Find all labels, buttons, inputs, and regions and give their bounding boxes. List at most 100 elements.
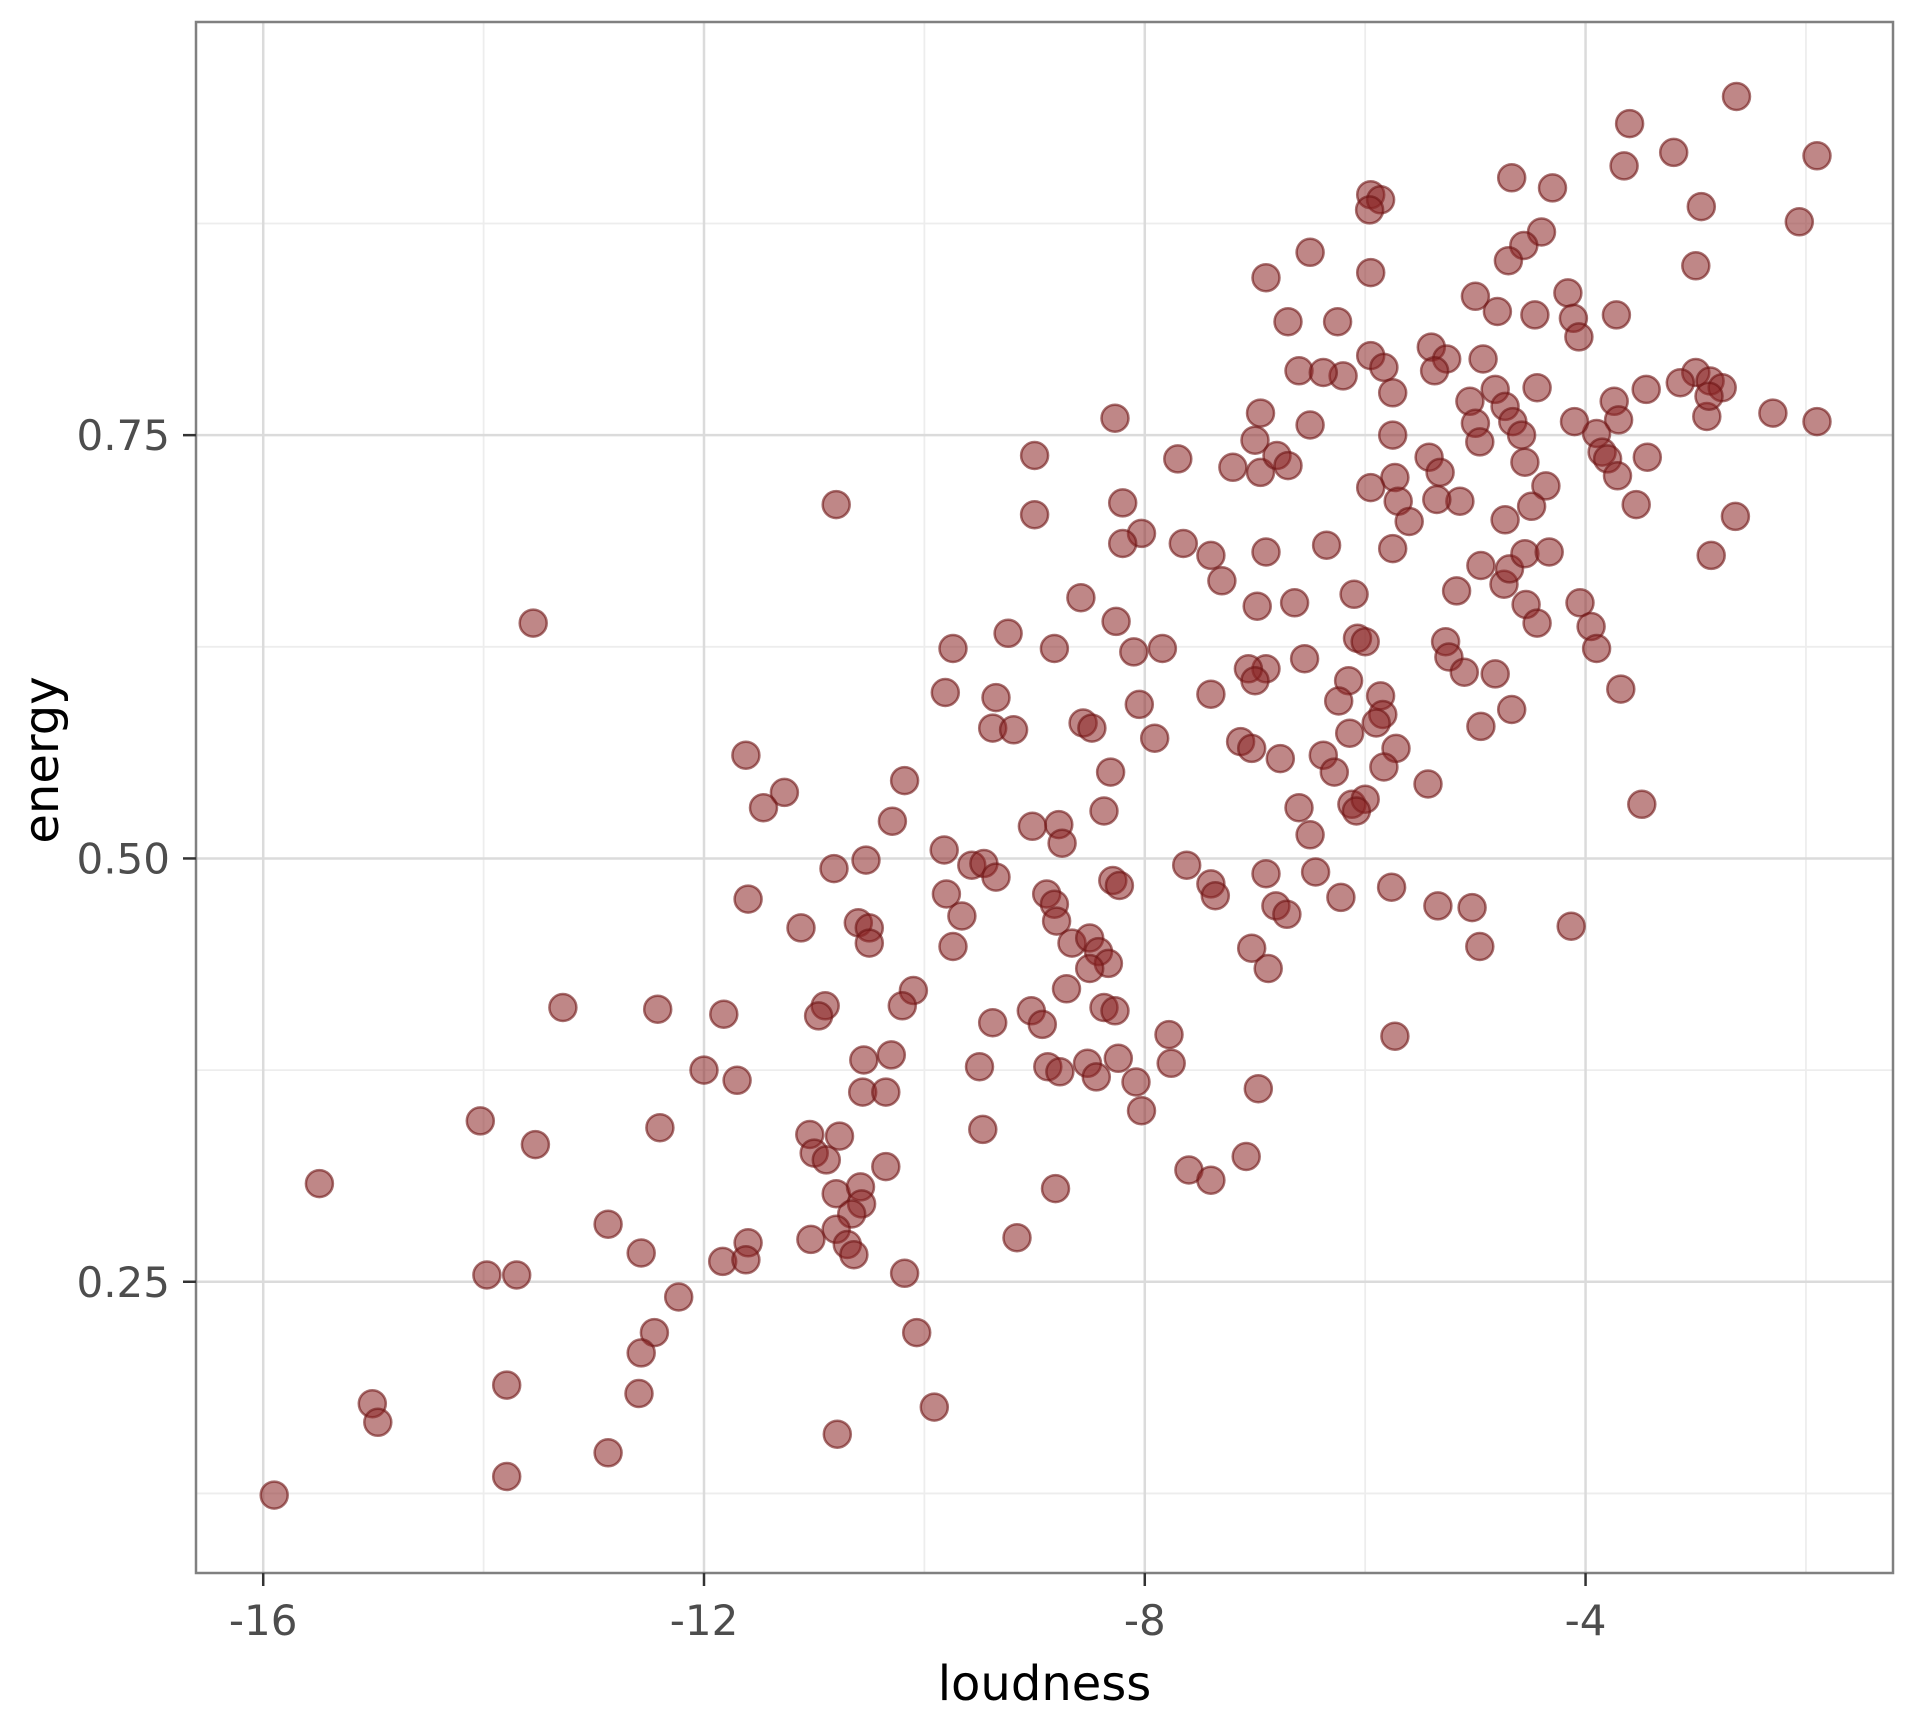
scatter-point — [548, 992, 578, 1023]
scatter-point — [1493, 245, 1524, 276]
scatter-point — [1124, 689, 1155, 720]
scatter-point — [1466, 550, 1496, 581]
scatter-point — [1066, 582, 1096, 613]
scatter-point — [1119, 637, 1149, 667]
scatter-point — [1289, 643, 1320, 674]
scatter-point — [1126, 1095, 1157, 1126]
y-axis-title: energy — [14, 676, 70, 843]
scatter-point — [1468, 344, 1498, 374]
scatter-point — [851, 845, 881, 875]
scatter-point — [1104, 870, 1135, 901]
scatter-point — [1694, 381, 1724, 411]
scatter-point — [593, 1438, 623, 1468]
scatter-point — [839, 1239, 869, 1270]
scatter-point — [871, 1151, 901, 1182]
scatter-point — [1039, 633, 1070, 664]
scatter-point — [1107, 488, 1138, 518]
scatter-point — [645, 1112, 675, 1143]
scatter-point — [854, 928, 885, 958]
data-points — [259, 81, 1832, 1510]
scatter-point — [796, 1224, 826, 1255]
scatter-point — [1350, 626, 1380, 657]
y-axis-tick-labels: 0.25 0.50 0.75 — [76, 411, 170, 1307]
scatter-point — [1632, 442, 1663, 472]
y-tick-label: 0.25 — [76, 1258, 170, 1307]
scatter-point — [1376, 872, 1407, 902]
scatter-point — [1449, 657, 1480, 687]
scatter-point — [1253, 953, 1283, 984]
scatter-point — [1361, 708, 1391, 738]
scatter-point — [930, 677, 961, 708]
scatter-point — [639, 1317, 670, 1348]
scatter-point — [1103, 1043, 1134, 1074]
scatter-point — [1537, 173, 1568, 203]
scatter-point — [1051, 974, 1082, 1004]
scatter-point — [1339, 579, 1369, 610]
scatter-point — [1245, 398, 1276, 428]
scatter-point — [1019, 499, 1050, 530]
scatter-point — [1322, 306, 1353, 337]
scatter-point — [998, 715, 1029, 745]
scatter-point — [1441, 576, 1472, 606]
scatter-point — [1423, 891, 1453, 921]
scatter-point — [803, 1001, 834, 1031]
scatter-point — [1218, 452, 1248, 483]
scatter-point — [1681, 251, 1711, 281]
scatter-point — [259, 1480, 289, 1510]
scatter-point — [1553, 278, 1583, 308]
scatter-point — [1686, 191, 1717, 222]
scatter-point — [1602, 461, 1633, 491]
scatter-point — [731, 740, 761, 770]
scatter-point — [1457, 892, 1487, 923]
scatter-point — [1156, 1048, 1186, 1079]
y-tick-label: 0.50 — [76, 834, 170, 883]
scatter-point — [1019, 440, 1050, 471]
scatter-point — [1355, 257, 1386, 288]
scatter-point — [1627, 789, 1657, 820]
scatter-point — [1045, 1057, 1075, 1087]
scatter-point — [1369, 352, 1399, 383]
scatter-point — [1100, 996, 1130, 1026]
scatter-point — [993, 618, 1023, 649]
scatter-point — [1665, 367, 1696, 398]
scatter-point — [1101, 606, 1131, 637]
scatter-point — [1341, 796, 1372, 826]
scatter-point — [977, 1007, 1008, 1038]
scatter-point — [1377, 533, 1408, 564]
axis-tick-marks — [183, 433, 1587, 1586]
scatter-point — [821, 489, 851, 520]
scatter-point — [1107, 528, 1138, 559]
scatter-point — [1300, 857, 1331, 887]
scatter-point — [1311, 530, 1342, 560]
scatter-point — [731, 1245, 761, 1275]
scatter-point — [1522, 372, 1552, 403]
scatter-point — [1089, 796, 1119, 826]
scatter-point — [1273, 450, 1303, 481]
scatter-point — [1482, 296, 1513, 327]
scatter-point — [1027, 1009, 1058, 1040]
scatter-point — [642, 994, 673, 1024]
scatter-point — [1242, 591, 1272, 621]
scatter-point — [1163, 444, 1193, 474]
scatter-point — [1074, 953, 1105, 984]
scatter-point — [1465, 931, 1495, 962]
scatter-point — [1308, 357, 1339, 388]
scatter-point — [1077, 713, 1107, 743]
scatter-point — [1696, 540, 1726, 571]
x-axis-title: loudness — [938, 1656, 1152, 1712]
scatter-point — [1196, 1165, 1226, 1195]
scatter-point — [1284, 792, 1314, 823]
scatter-point — [1168, 528, 1199, 559]
scatter-point — [748, 792, 779, 823]
scatter-point — [1460, 281, 1491, 312]
scatter-point — [709, 999, 739, 1029]
scatter-point — [981, 682, 1011, 713]
scatter-point — [1559, 406, 1590, 437]
scatter-point — [947, 901, 977, 931]
scatter-point — [1196, 679, 1226, 709]
scatter-point — [1510, 538, 1540, 569]
scatter-point — [1377, 420, 1408, 450]
scatter-point — [1380, 1021, 1410, 1051]
scatter-point — [849, 1045, 879, 1075]
